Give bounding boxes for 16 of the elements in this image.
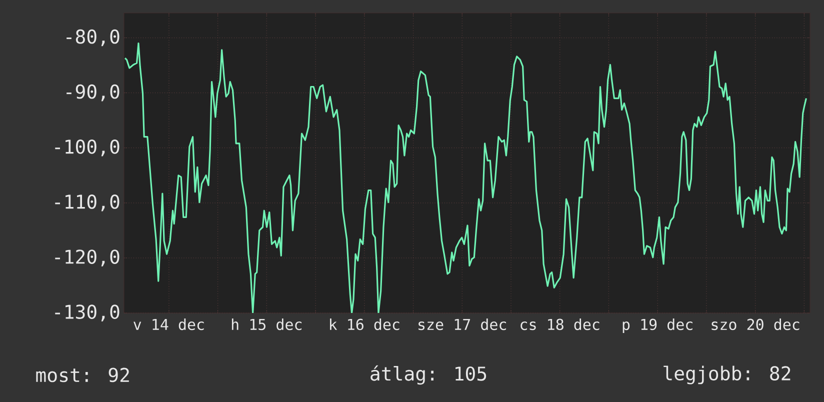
y-tick-label: -100,0 [55,139,120,156]
x-tick-label: sze 17 dec [418,318,506,330]
x-tick-label: k 16 dec [330,318,400,330]
text: átlag: 105 [370,365,486,385]
y-tick-label: -110,0 [55,194,120,212]
x-tick-label: cs 18 dec [520,318,600,330]
x-tick-label: szo 20 dec [712,318,800,330]
text: legjobb: 82 [664,366,790,384]
y-tick-label: -80,0 [66,29,120,46]
y-tick-label: -90,0 [66,84,120,102]
x-tick-label: v 14 dec [134,318,204,330]
x-tick-label: p 19 dec [622,318,692,334]
x-tick-label: h 15 dec [232,318,302,330]
y-tick-label: -130,0 [55,304,120,322]
text: most: 92 [36,368,129,382]
y-tick-label: -120,0 [55,250,120,266]
